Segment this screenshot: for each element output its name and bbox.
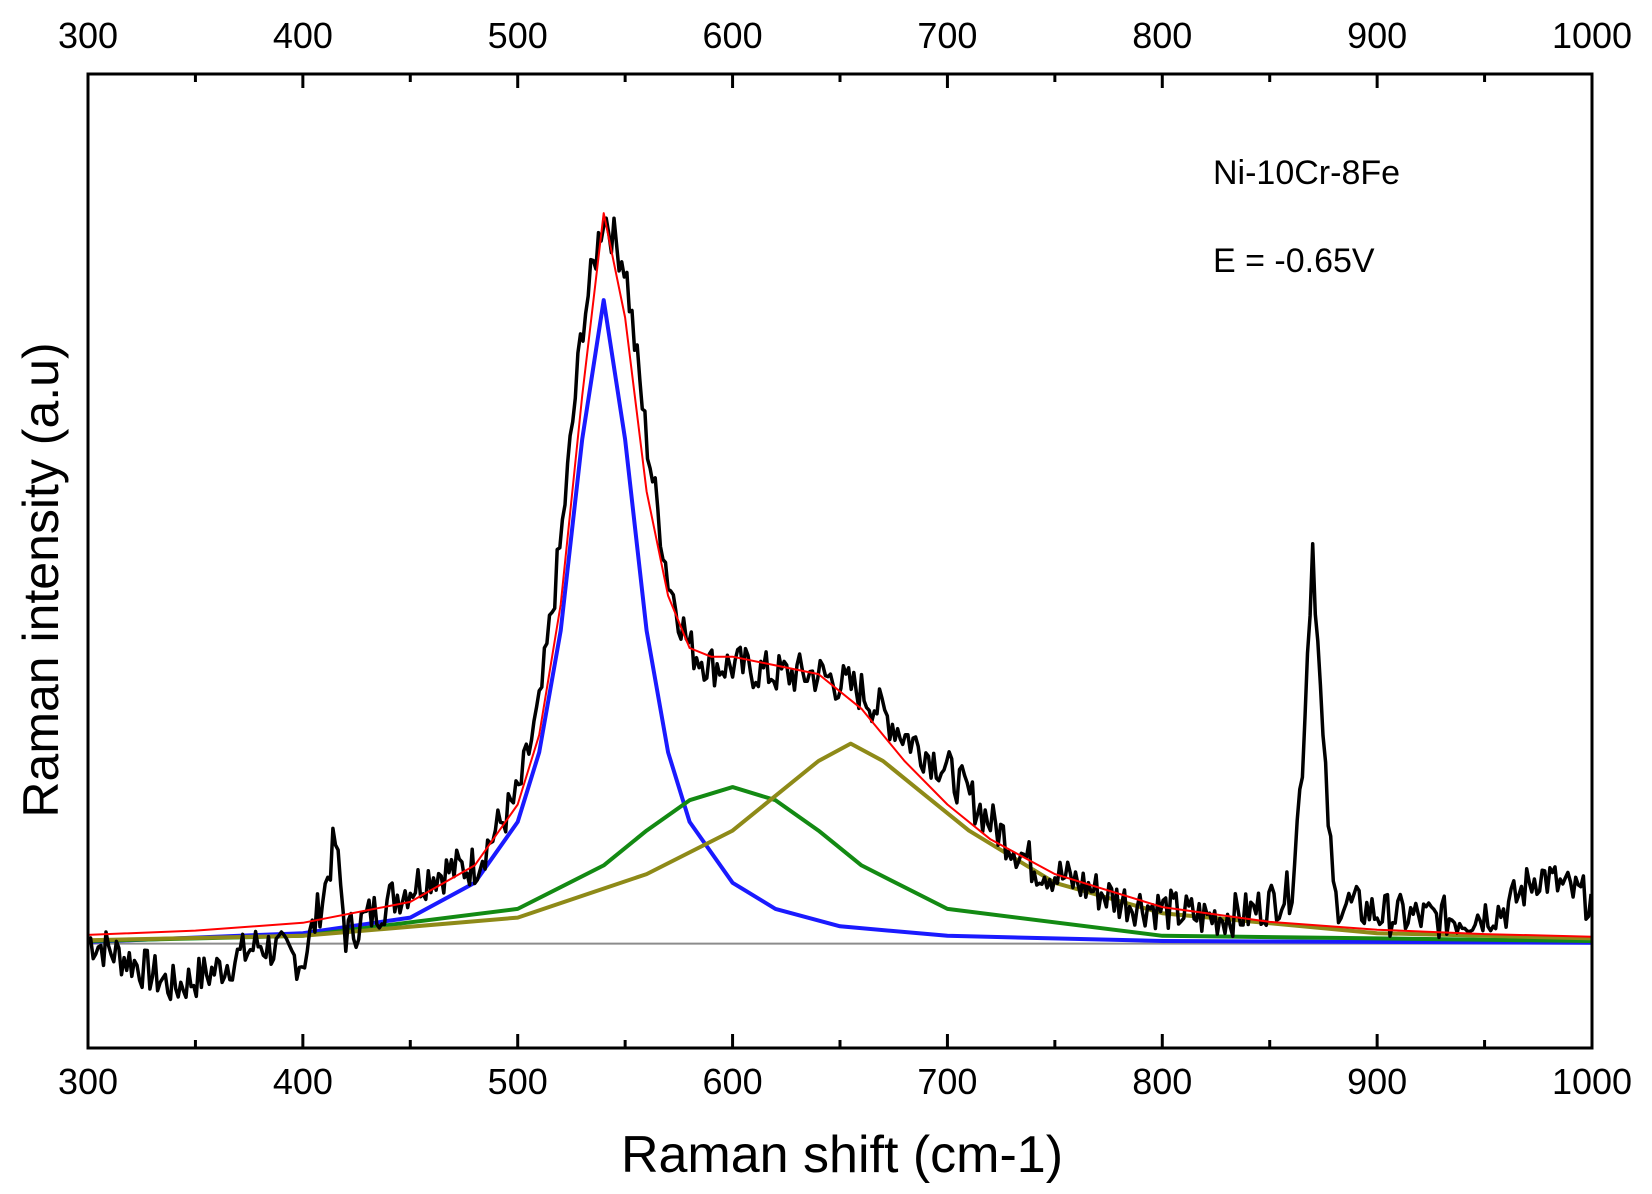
x-tick-label-bottom: 600 xyxy=(703,1061,763,1102)
x-tick-label-top: 800 xyxy=(1132,15,1192,56)
x-tick-label-bottom: 300 xyxy=(58,1061,118,1102)
x-tick-label-top: 1000 xyxy=(1552,15,1632,56)
x-tick-label-top: 700 xyxy=(917,15,977,56)
annotation-potential: E = -0.65V xyxy=(1213,242,1375,280)
x-tick-label-bottom: 900 xyxy=(1347,1061,1407,1102)
x-tick-label-top: 400 xyxy=(273,15,333,56)
series-measured-spectrum xyxy=(87,216,1593,1002)
x-tick-label-top: 300 xyxy=(58,15,118,56)
x-tick-label-top: 600 xyxy=(703,15,763,56)
x-tick-label-bottom: 400 xyxy=(273,1061,333,1102)
series-layer xyxy=(87,212,1593,1002)
x-tick-label-top: 500 xyxy=(488,15,548,56)
x-tick-label-bottom: 500 xyxy=(488,1061,548,1102)
axis-tick-labels: 300 400 500 600 700 800 900 1000 300 400 500 600 700… xyxy=(58,15,1632,1102)
x-axis-title: Raman shift (cm-1) xyxy=(621,1126,1063,1184)
x-tick-label-bottom: 800 xyxy=(1132,1061,1192,1102)
annotation-alloy: Ni-10Cr-8Fe xyxy=(1213,154,1400,192)
series-peak-2-600 xyxy=(87,785,1593,943)
y-axis-title: Raman intensity (a.u) xyxy=(13,342,69,817)
x-tick-label-bottom: 1000 xyxy=(1552,1061,1632,1102)
x-tick-label-top: 900 xyxy=(1347,15,1407,56)
x-tick-label-bottom: 700 xyxy=(917,1061,977,1102)
series-cumulative-fit xyxy=(87,212,1593,938)
axis-ticks xyxy=(86,74,1594,1048)
